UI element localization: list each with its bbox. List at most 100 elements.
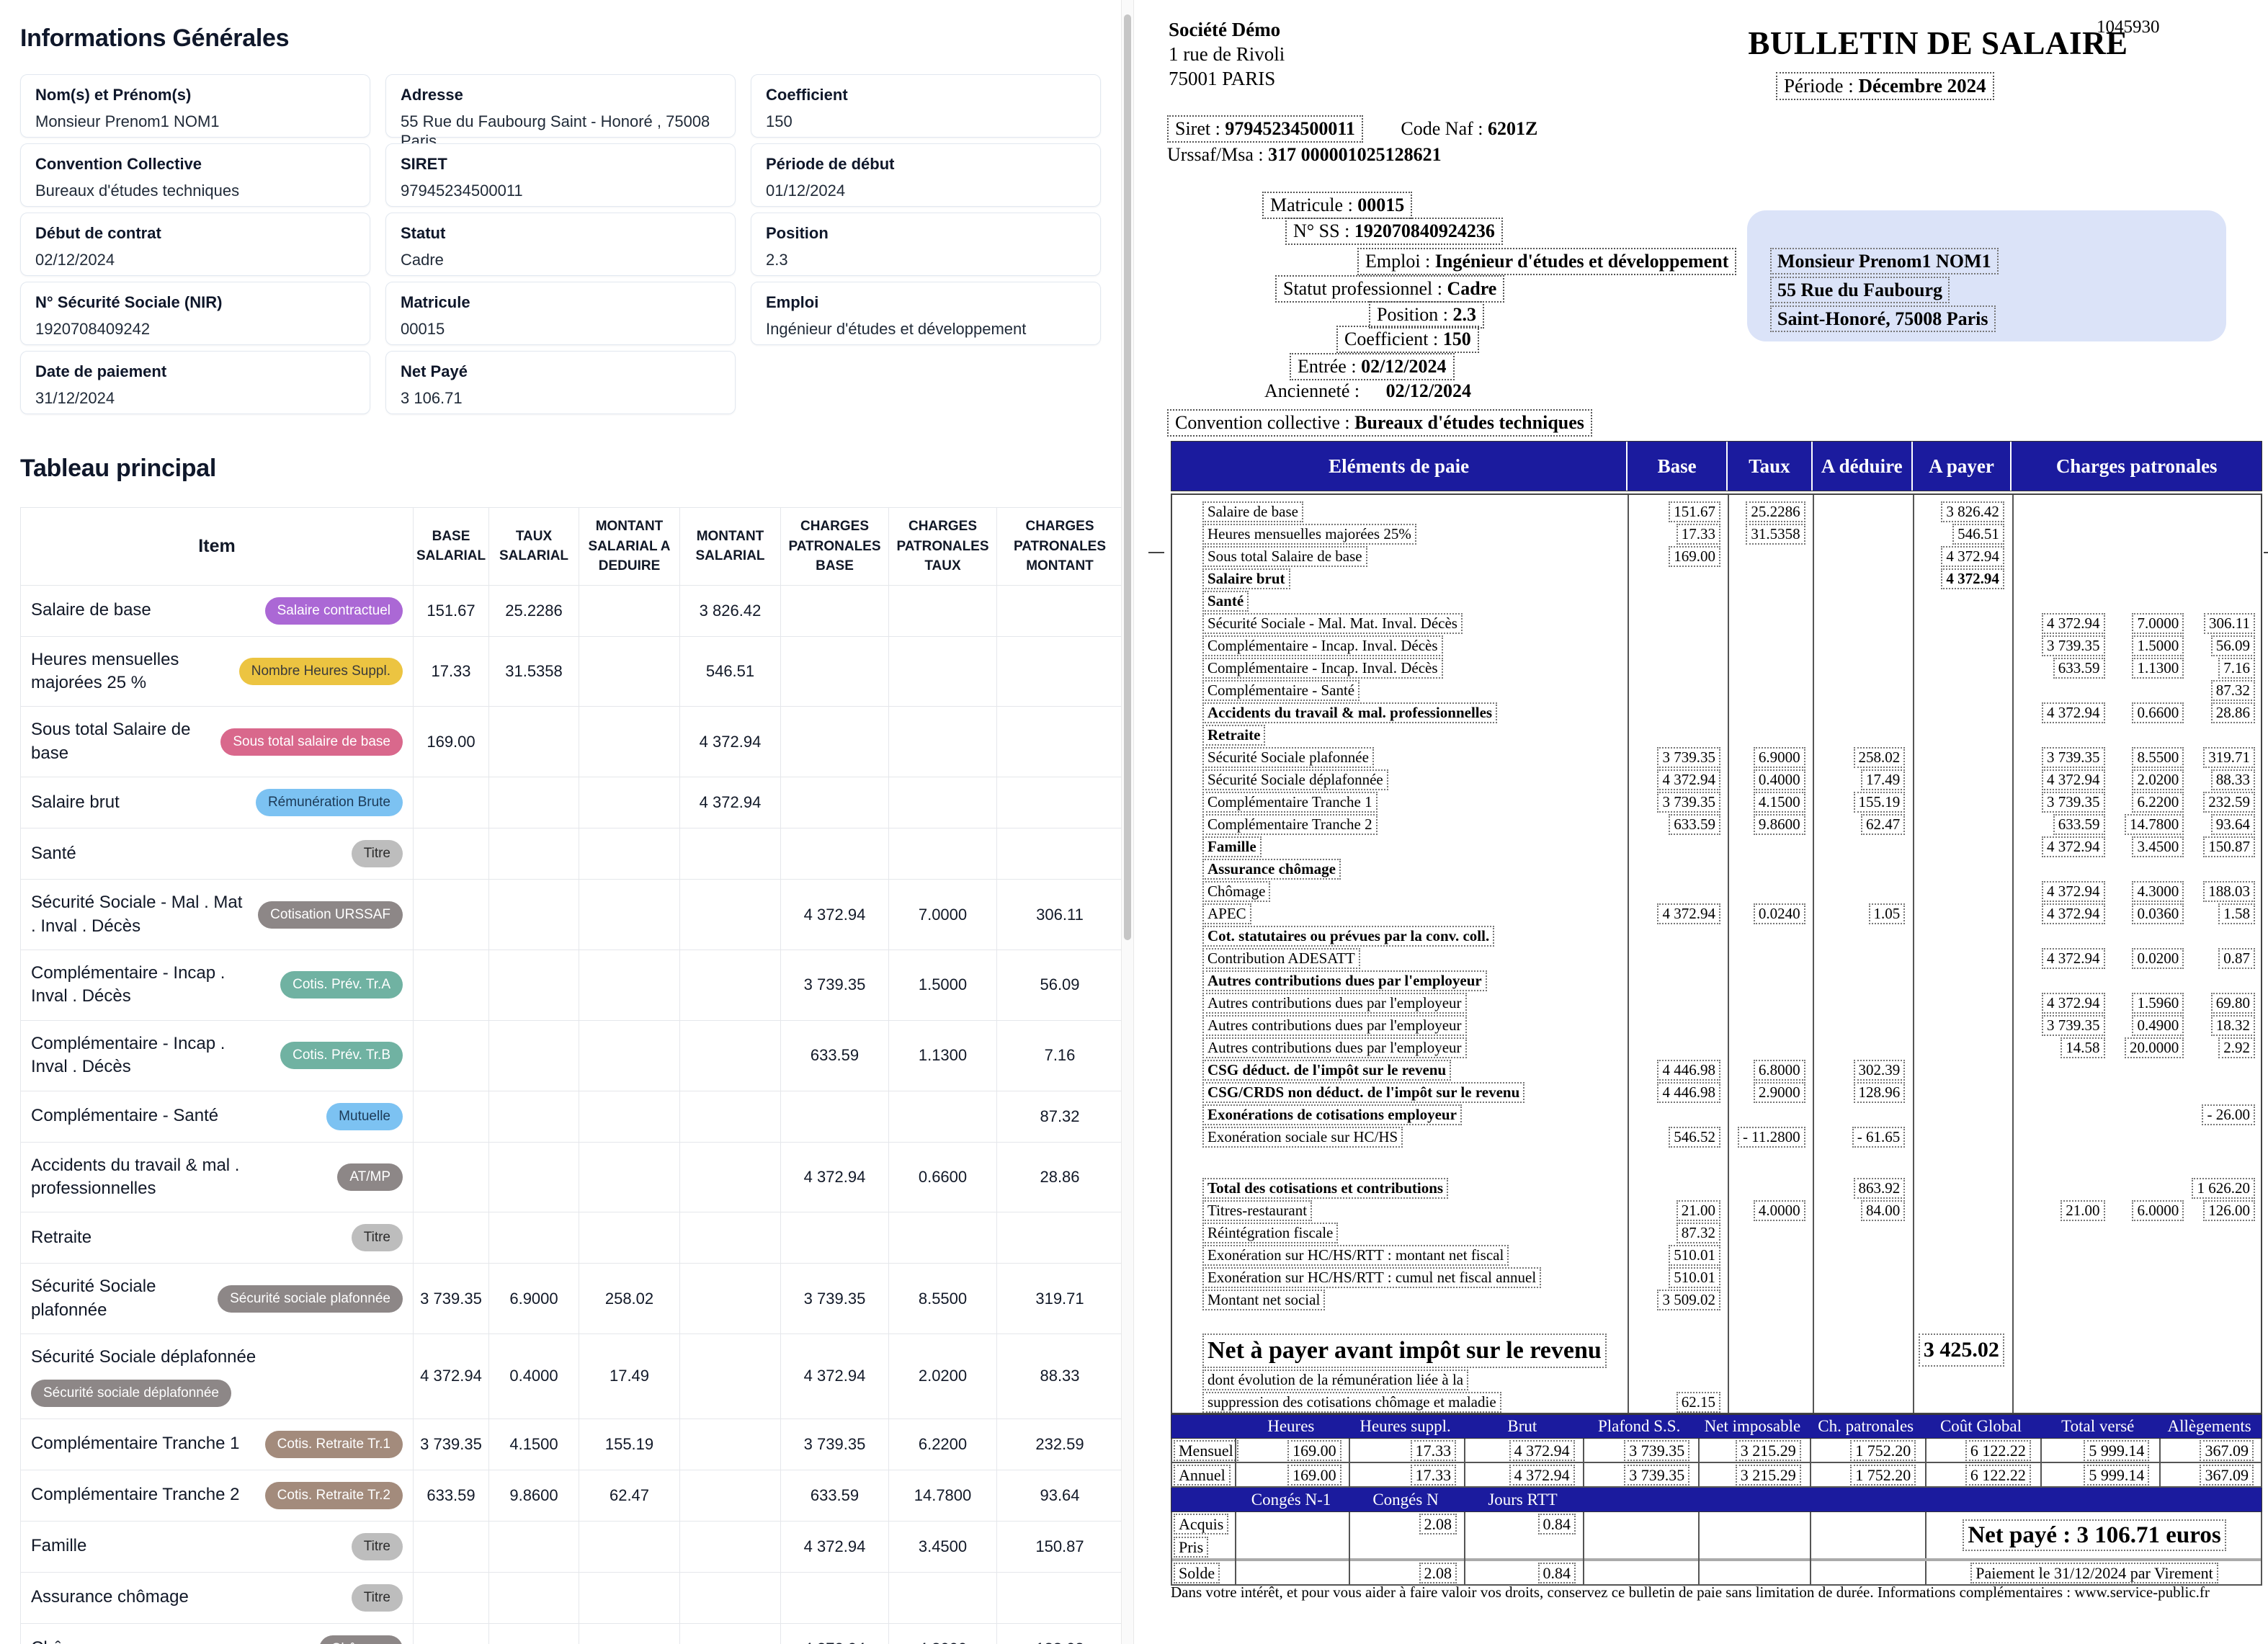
table-cell: 8.5500 [888,1263,997,1335]
summary-value: 3 215.29 [1735,1464,1801,1486]
table-row: Assurance chômage Titre [20,1571,1123,1624]
pay-value: 3.4500 [2132,836,2184,857]
summary-table: Heures Heures suppl. Brut Plafond S.S. Net i… [1171,1414,2262,1586]
left-panel: Informations Générales Nom(s) et Prénom(… [20,0,1134,1644]
table-cell [413,1622,489,1644]
table-cell: 3.4500 [888,1520,997,1573]
pay-row-label: Complémentaire - Incap. Inval. Décès [1202,635,1443,656]
pay-row-label: Titres-restaurant [1202,1200,1313,1221]
item-label: Chômage [31,1637,106,1644]
row-badge: Cotis. Retraite Tr.1 [264,1430,403,1458]
table-cell [413,949,489,1021]
table-cell [579,1141,680,1213]
pay-row-label: suppression des cotisations chômage et m… [1202,1392,1501,1413]
table-cell [488,1019,579,1091]
pay-row: Autres contributions dues par l'employeu… [1172,970,2261,992]
pay-row: Autres contributions dues par l'employeu… [1172,992,2261,1014]
column-separator [1349,1512,1350,1584]
card-label: Convention Collective [35,155,202,173]
pay-value: 7.16 [2218,658,2255,679]
crop-mark-left [1148,552,1164,553]
table-cell [780,706,889,778]
table-cell: 88.33 [996,1333,1123,1419]
scrollbar-track[interactable] [1121,0,1134,1644]
pay-row: dont évolution de la rémunération liée à… [1172,1369,2261,1391]
pay-value: 14.7800 [2124,814,2184,835]
pay-row-label: Sous total Salaire de base [1202,546,1367,567]
table-cell [413,879,489,950]
pay-value: 4 372.94 [2042,993,2105,1014]
pay-table: Eléments de paie Base Taux A déduire A payer… [1171,441,2262,1521]
pay-value: 6.2200 [2132,792,2184,813]
summary-row: Annuel 169.00 17.33 4 372.94 3 739.35 3 215.2… [1172,1462,2261,1486]
pay-row-label: Salaire de base [1202,501,1303,522]
pay-row: Complémentaire Tranche 1 3 739.35 4.1500 15… [1172,791,2261,813]
pay-row: Sous total Salaire de base 169.00 4 372.94 [1172,545,2261,568]
pay-value: 4 372.94 [2042,769,2105,790]
table-cell [780,1212,889,1264]
pay-row: CSG déduct. de l'impôt sur le revenu 4 44… [1172,1059,2261,1081]
summary-column-header: Total versé [2061,1417,2135,1435]
table-row: Retraite Titre [20,1212,1123,1264]
pay-column-header: Base [1626,442,1726,491]
row-badge: Titre [351,1583,403,1612]
conges-value: 0.84 [1537,1562,1576,1583]
pay-value: 0.87 [2218,948,2255,969]
summary-value: 6 122.22 [1965,1439,2031,1461]
table-cell [413,1212,489,1264]
pay-row: Salaire de base 151.67 25.2286 3 826.42 [1172,501,2261,523]
table-cell: 17.33 [413,635,489,707]
table-cell: 546.51 [679,635,781,707]
urssaf-line: Urssaf/Msa : 317 000001025128621 [1167,144,1442,165]
pay-value: 0.0240 [1753,903,1805,924]
pay-row: Exonération sur HC/HS/RTT : cumul net fi… [1172,1266,2261,1289]
card-value: 150 [766,112,793,131]
pay-value: 62.15 [1676,1392,1720,1413]
pay-row-label: Exonérations de cotisations employeur [1202,1104,1462,1125]
pay-row-label: CSG déduct. de l'impôt sur le revenu [1202,1060,1452,1081]
pay-value: - 26.00 [2202,1104,2255,1125]
table-title: Tableau principal [20,455,216,482]
pay-row: Exonération sur HC/HS/RTT : montant net … [1172,1244,2261,1266]
pay-row: Assurance chômage [1172,858,2261,880]
table-cell: 2.0200 [888,1333,997,1419]
conges-value: 2.08 [1419,1513,1457,1534]
column-separator [1235,1439,1236,1486]
item-label: Assurance chômage [31,1587,189,1607]
pay-row-label: Heures mensuelles majorées 25% [1202,524,1416,545]
pay-value: 8.5500 [2132,747,2184,768]
table-cell: 4 372.94 [780,1141,889,1213]
table-cell [996,1571,1123,1624]
table-cell: 3 739.35 [780,1263,889,1335]
pay-row-label: Santé [1202,591,1249,612]
card-label: SIRET [401,155,447,173]
pay-value: 0.0360 [2132,903,2184,924]
table-cell [679,949,781,1021]
table-cell [413,1019,489,1091]
table-cell: 4 372.94 [679,777,781,829]
pay-row: Complémentaire - Incap. Inval. Décès 633.… [1172,657,2261,679]
table-cell: 3 739.35 [413,1418,489,1470]
pay-value: 6.0000 [2132,1200,2184,1221]
table-cell: 31.5358 [488,635,579,707]
table-cell: 4.1500 [488,1418,579,1470]
table-cell [679,879,781,950]
scrollbar-thumb[interactable] [1124,14,1131,940]
row-badge: Sous total salaire de base [220,728,403,756]
employee-address-2: Saint-Honoré, 75008 Paris [1770,305,1996,332]
pay-value: 0.4000 [1753,769,1805,790]
column-header: CHARGES PATRONALES BASE [780,507,889,586]
info-card: Position 2.3 [751,213,1101,276]
table-cell [780,1571,889,1624]
pay-row-label: Net à payer avant impôt sur le revenu [1202,1333,1607,1368]
table-cell [413,828,489,880]
column-separator [1235,1512,1236,1584]
table-cell [888,1090,997,1143]
table-cell [679,1141,781,1213]
column-header: BASE SALARIAL [413,507,489,586]
item-label: Famille [31,1536,87,1556]
pay-value: 2.92 [2218,1037,2255,1058]
pay-row-label: Complémentaire - Incap. Inval. Décès [1202,658,1443,679]
payment-box: Paiement le 31/12/2024 par Virement [1925,1561,2262,1584]
card-value: 97945234500011 [401,182,523,200]
